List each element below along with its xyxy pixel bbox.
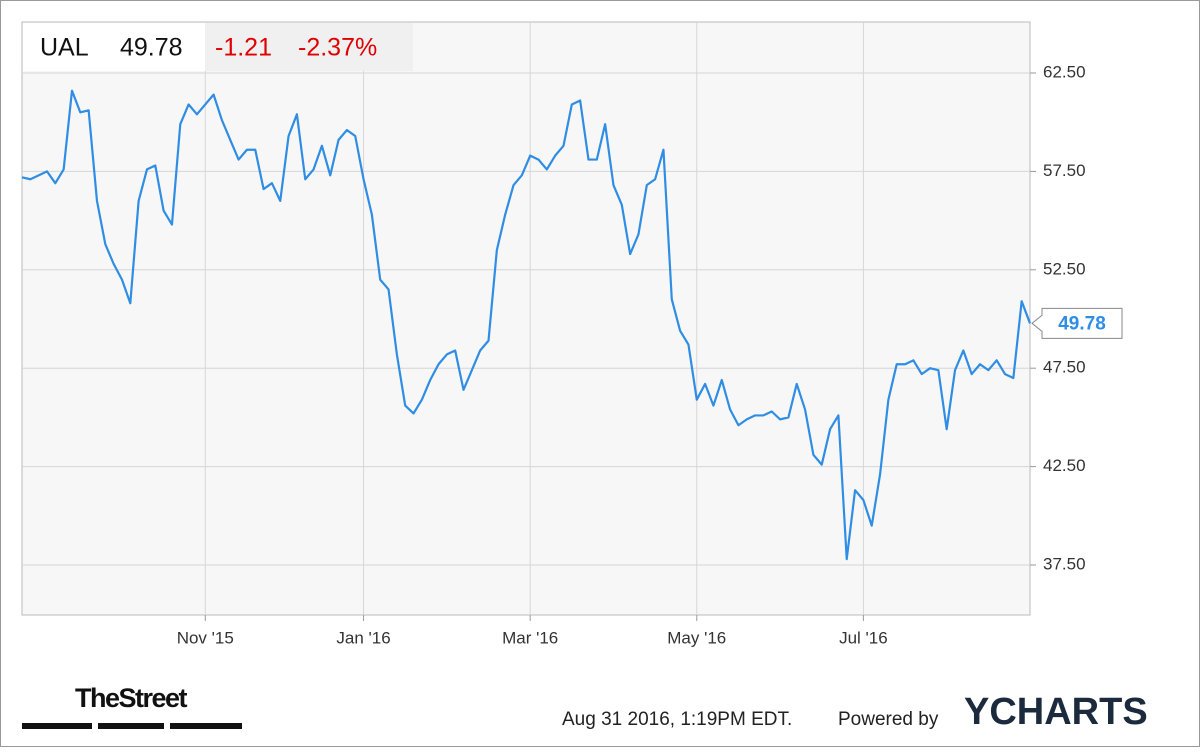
- price-line: [21, 89, 1032, 561]
- powered-by: Powered by: [838, 709, 939, 730]
- x-tick-label: Jan '16: [336, 628, 390, 647]
- y-tick-label: 52.50: [1043, 259, 1086, 278]
- ycharts-logo: YCHARTS: [964, 691, 1148, 733]
- x-tick-label: May '16: [667, 628, 726, 647]
- y-tick-label: 57.50: [1043, 161, 1086, 180]
- last-value-flag: [1031, 307, 1123, 339]
- thestreet-logo: TheStreet: [75, 683, 188, 713]
- y-tick-label: 47.50: [1043, 358, 1086, 377]
- ticker: UAL: [40, 34, 89, 62]
- header-change-box: [205, 23, 413, 71]
- x-tick-label: Nov '15: [177, 628, 234, 647]
- change-pct: -2.37%: [298, 34, 377, 62]
- y-tick-label: 37.50: [1043, 554, 1086, 573]
- grid: [22, 22, 1030, 615]
- y-tick-label: 62.50: [1043, 62, 1086, 81]
- x-tick-label: Mar '16: [502, 628, 558, 647]
- y-tick-label: 42.50: [1043, 456, 1086, 475]
- timestamp: Aug 31 2016, 1:19PM EDT.: [562, 709, 792, 730]
- change: -1.21: [215, 34, 272, 62]
- last-value-label: 49.78: [1058, 313, 1106, 334]
- price: 49.78: [120, 34, 183, 62]
- marks: [21, 89, 1032, 561]
- header-box: [23, 23, 205, 71]
- logo-bar: [170, 723, 242, 729]
- x-tick-label: Jul '16: [839, 628, 888, 647]
- plot-area: [21, 21, 1031, 616]
- logo-bar: [22, 723, 92, 729]
- logo-bar: [98, 723, 164, 729]
